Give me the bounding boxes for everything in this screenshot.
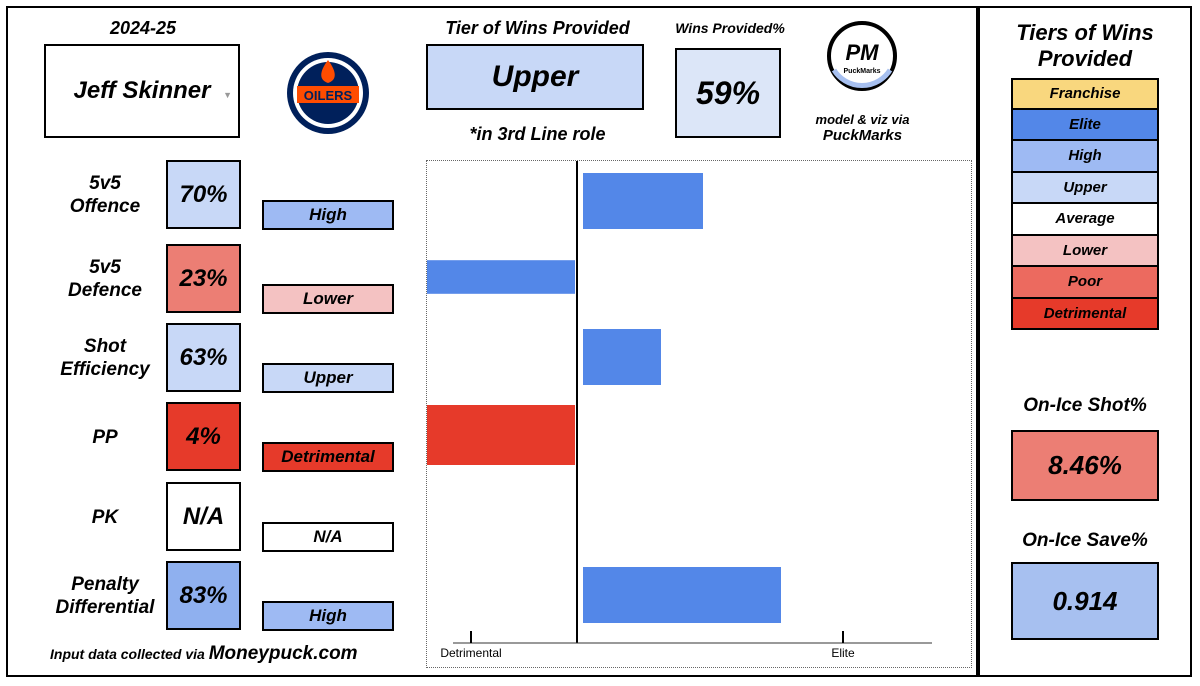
caret-down-icon: ▼ (223, 90, 232, 100)
logo-text: OILERS (304, 88, 353, 103)
tier-value: Upper (491, 60, 579, 93)
legend-item: Upper (1011, 172, 1159, 204)
wins-value: 59% (695, 74, 761, 111)
wins-header: Wins Provided% (675, 20, 785, 36)
legend-item-label: Lower (1062, 241, 1108, 259)
wins-value-box: 59% (675, 48, 781, 138)
metric-label-line-2: Differential (55, 597, 155, 618)
metric-percent: 63% (179, 343, 228, 371)
metric-label-line-1: 5v5 (89, 173, 121, 194)
legend-item-label: Elite (1069, 115, 1101, 133)
metric-percent: N/A (182, 502, 225, 530)
legend-item-label: Upper (1063, 178, 1107, 196)
on-ice-save-label: On-Ice Save% (1022, 530, 1148, 551)
metric-percent-box: N/A (166, 482, 241, 551)
player-selector[interactable]: Jeff Skinner ▼ (44, 44, 240, 138)
legend-item: Franchise (1011, 78, 1159, 110)
metric-tier: High (309, 606, 347, 625)
legend-title-1: Tiers of Wins (1016, 20, 1154, 45)
metric-label: PP (50, 402, 160, 472)
legend-item: High (1011, 141, 1159, 173)
metric-tier-box: Detrimental (262, 442, 394, 472)
legend-item-label: Franchise (1049, 85, 1121, 103)
metric-label: 5v5 Offence (50, 160, 160, 230)
chart-bar (583, 173, 703, 229)
legend-panel (978, 6, 1192, 677)
legend-item: Poor (1011, 267, 1159, 299)
metric-percent: 4% (186, 422, 221, 450)
on-ice-shot-label: On-Ice Shot% (1023, 395, 1147, 416)
metric-label: Shot Efficiency (50, 323, 160, 393)
chart-bar (299, 405, 575, 465)
metric-label: Penalty Differential (50, 561, 160, 631)
metric-tier: N/A (313, 527, 343, 546)
metric-percent: 83% (179, 581, 228, 609)
metric-label-line-1: PP (92, 426, 118, 448)
brand-logo-text: PM (846, 40, 880, 65)
footer-prefix: Input data collected via (50, 646, 209, 662)
footer-credit: Input data collected via Moneypuck.com (50, 643, 358, 665)
metric-percent-box: 63% (166, 323, 241, 392)
metric-percent-box: 23% (166, 244, 241, 313)
metric-tier: Upper (303, 368, 353, 387)
metric-percent-box: 70% (166, 160, 241, 229)
metric-percent: 70% (179, 180, 228, 208)
role-note: *in 3rd Line role (469, 124, 606, 144)
footer-source: Moneypuck.com (208, 643, 358, 664)
metric-percent-box: 4% (166, 402, 241, 471)
legend-item: Detrimental (1011, 298, 1159, 330)
metric-tier-box: Lower (262, 284, 394, 314)
on-ice-save-value: 0.914 (1052, 585, 1118, 616)
player-name: Jeff Skinner (73, 77, 211, 104)
credit-line-1: model & viz via (815, 112, 910, 127)
on-ice-save-box: 0.914 (1011, 562, 1159, 640)
bar-chart: Detrimental Elite (299, 161, 932, 660)
oilers-logo: OILERS (285, 50, 371, 136)
credit-line-2: PuckMarks (822, 127, 903, 144)
chart-tick-label: Elite (831, 646, 855, 660)
metric-label-line-2: Efficiency (60, 359, 150, 380)
legend-title-2: Provided (1037, 46, 1133, 71)
chart-bar (583, 567, 781, 623)
legend-item-label: Poor (1067, 273, 1103, 291)
metric-label-line-2: Offence (69, 196, 141, 217)
legend-item: Average (1011, 204, 1159, 236)
metric-label-line-1: 5v5 (89, 257, 121, 278)
legend-item-label: Detrimental (1043, 304, 1127, 322)
metric-label-line-1: Shot (83, 336, 127, 357)
legend-item: Lower (1011, 235, 1159, 267)
chart-bar (413, 260, 575, 294)
metric-label-line-2: Defence (68, 280, 142, 301)
tier-header: Tier of Wins Provided (445, 18, 630, 38)
metric-tier: Detrimental (281, 447, 375, 466)
metric-tier-box: Upper (262, 363, 394, 393)
metric-label-line-1: Penalty (71, 574, 139, 595)
brand-logo-subtext: PuckMarks (844, 68, 881, 75)
main-panel (6, 6, 978, 677)
legend-list: Franchise Elite High Upper Average Lower Poor D… (1011, 78, 1159, 330)
metric-tier-box: High (262, 601, 394, 631)
tier-value-box: Upper (426, 44, 644, 110)
on-ice-shot-box: 8.46% (1011, 430, 1159, 501)
legend-item-label: High (1068, 147, 1102, 165)
puckmarks-logo: PM PuckMarks (826, 20, 898, 92)
legend-item-label: Average (1055, 210, 1115, 228)
legend-item: Elite (1011, 109, 1159, 141)
on-ice-shot-value: 8.46% (1048, 450, 1122, 480)
metric-label-line-1: PK (91, 506, 119, 528)
chart-bar (583, 329, 661, 385)
metric-tier: High (309, 205, 347, 224)
metric-tier-box: N/A (262, 522, 394, 552)
chart-tick-label: Detrimental (440, 646, 501, 660)
metric-label: 5v5 Defence (50, 244, 160, 314)
chart-area: Detrimental Elite (299, 160, 972, 668)
metric-tier-box: High (262, 200, 394, 230)
metric-percent: 23% (179, 264, 228, 292)
metric-percent-box: 83% (166, 561, 241, 630)
metric-label: PK (50, 482, 160, 552)
season-label: 2024-25 (109, 18, 177, 38)
metric-tier: Lower (302, 289, 354, 308)
